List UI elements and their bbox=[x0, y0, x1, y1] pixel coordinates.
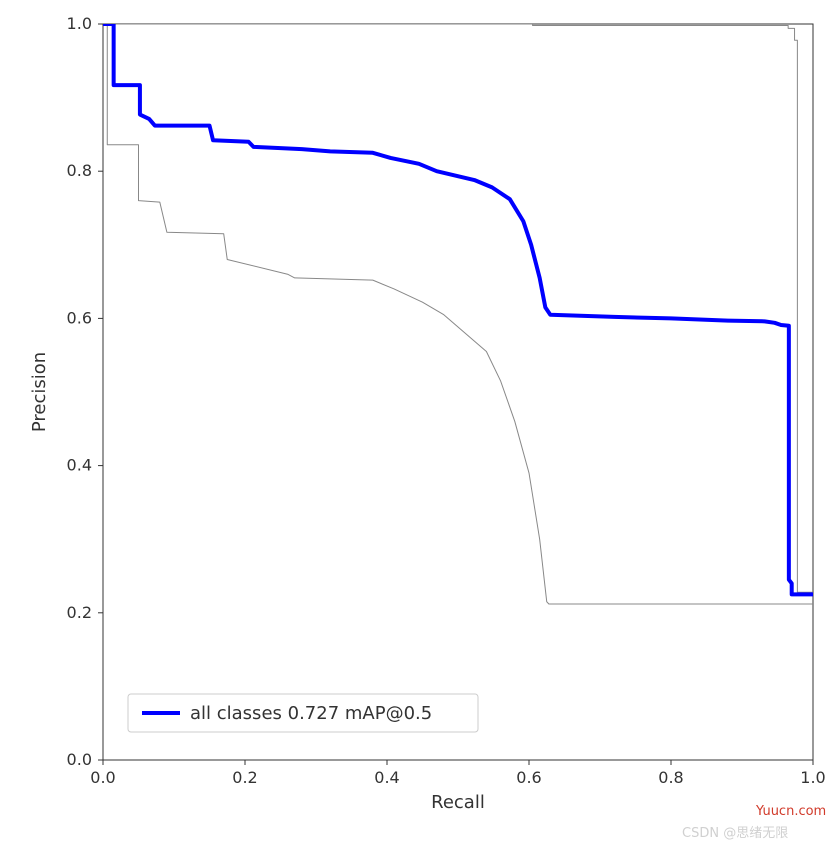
x-tick-label: 1.0 bbox=[800, 768, 825, 787]
y-axis-label: Precision bbox=[29, 352, 50, 432]
y-tick-label: 0.6 bbox=[67, 308, 92, 327]
y-tick-label: 0.0 bbox=[67, 750, 92, 769]
x-tick-label: 0.0 bbox=[90, 768, 115, 787]
legend-label: all classes 0.727 mAP@0.5 bbox=[190, 703, 432, 724]
x-tick-label: 0.8 bbox=[658, 768, 683, 787]
x-axis-label: Recall bbox=[431, 792, 485, 813]
x-tick-label: 0.6 bbox=[516, 768, 541, 787]
y-tick-label: 0.4 bbox=[67, 456, 92, 475]
y-tick-label: 0.8 bbox=[67, 161, 92, 180]
chart-canvas: 0.0 0.2 0.4 0.6 0.8 1.0 0.0 0.2 0.4 0.6 0.8 1.0 Reca… bbox=[0, 0, 838, 840]
x-tick-label: 0.4 bbox=[374, 768, 399, 787]
pr-curve-chart: 0.0 0.2 0.4 0.6 0.8 1.0 0.0 0.2 0.4 0.6 0.8 1.0 Reca… bbox=[0, 0, 838, 840]
x-tick-label: 0.2 bbox=[232, 768, 257, 787]
y-tick-label: 0.2 bbox=[67, 603, 92, 622]
y-tick-label: 1.0 bbox=[67, 14, 92, 33]
